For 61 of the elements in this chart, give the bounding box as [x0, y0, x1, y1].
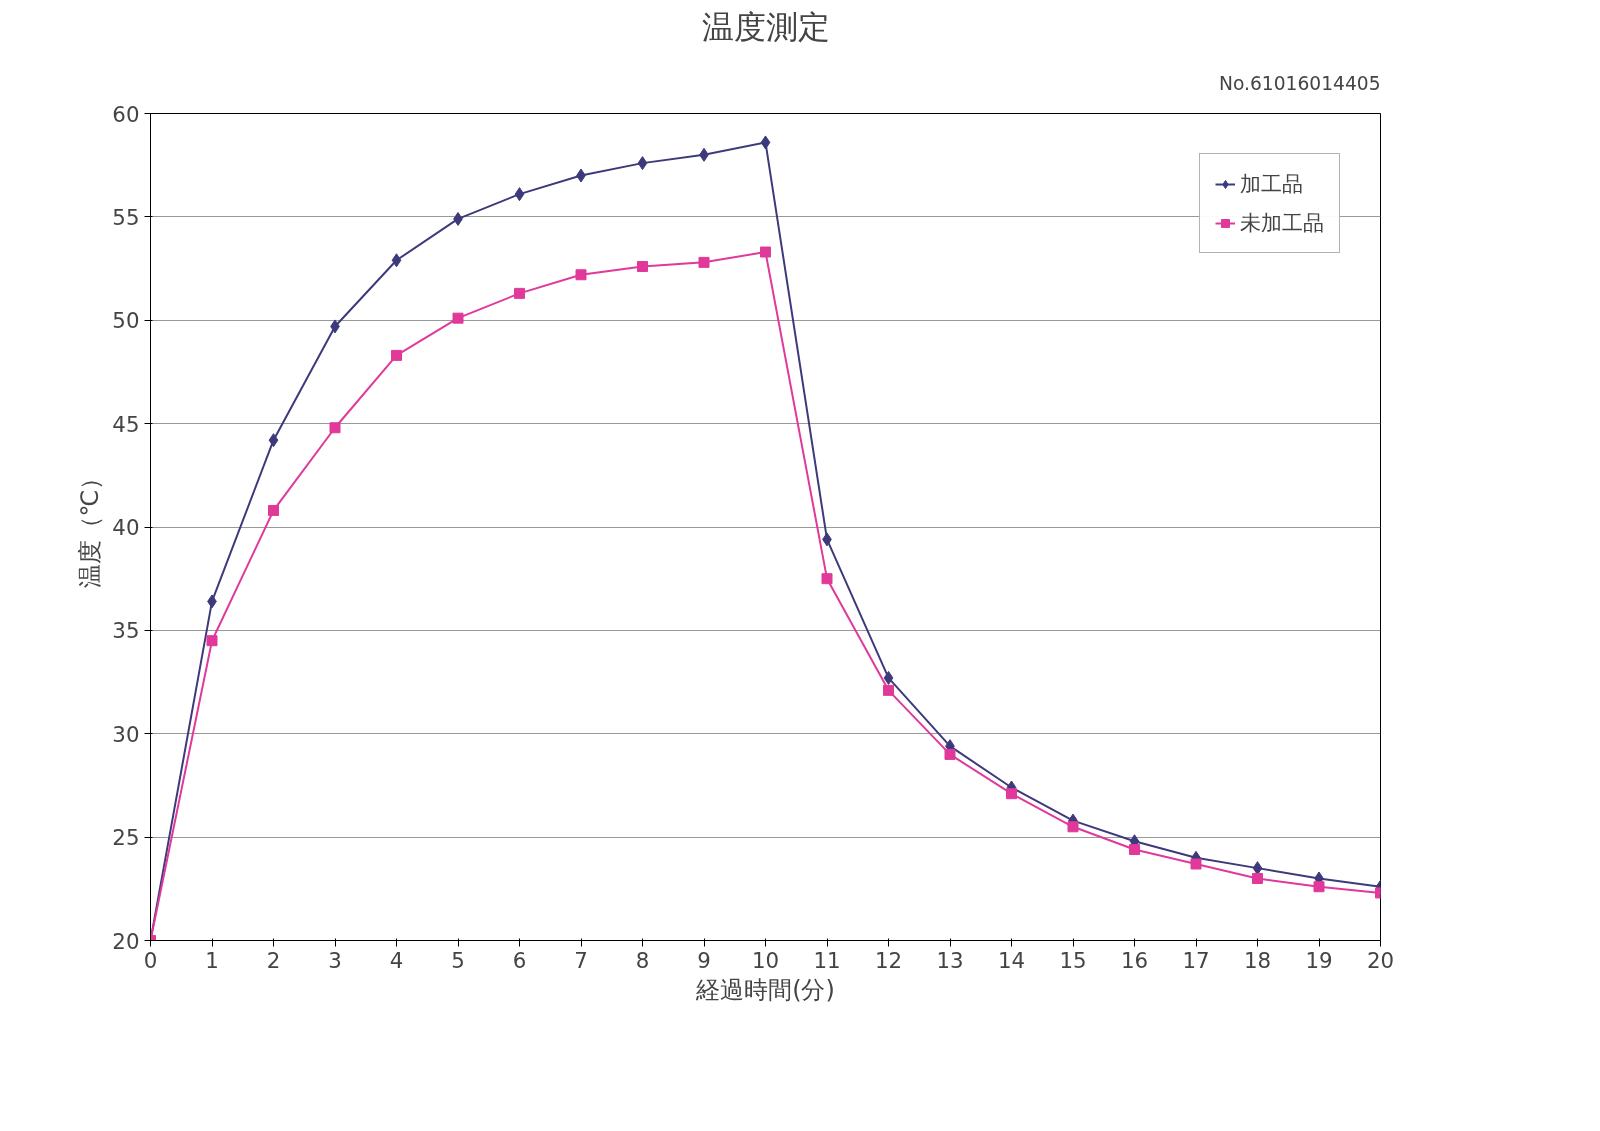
y-tick-label: 25: [112, 825, 140, 851]
point: [760, 135, 771, 150]
point: [698, 256, 710, 268]
point: [268, 433, 279, 448]
x-tick-label: 16: [1120, 947, 1149, 973]
x-tick-label: 9: [697, 947, 711, 973]
point: [1129, 844, 1140, 856]
point: [452, 312, 464, 324]
legend-label: 加工品: [1240, 170, 1303, 198]
point: [329, 422, 341, 434]
x-tick-label: 10: [751, 947, 780, 973]
x-tick-label: 18: [1243, 947, 1272, 973]
x-tick-label: 20: [1366, 947, 1395, 973]
point: [514, 187, 525, 202]
point: [883, 684, 894, 696]
text: No.61016014405: [1218, 72, 1381, 94]
y-tick-label: 35: [112, 618, 140, 644]
point: [760, 246, 771, 258]
point: [514, 287, 525, 299]
x-tick-label: 5: [451, 947, 465, 973]
y-tick-label: 45: [112, 411, 140, 437]
point: [637, 156, 648, 171]
x-tick-label: 13: [936, 947, 964, 973]
x-tick-label: 7: [574, 947, 588, 973]
x-tick-label: 4: [389, 947, 404, 973]
point: [1067, 821, 1079, 833]
x-tick-label: 14: [997, 947, 1026, 973]
y-axis-title: 温度（℃）: [76, 465, 105, 589]
x-tick-label: 12: [874, 947, 903, 973]
y-tick-label: 30: [112, 721, 140, 747]
x-tick-label: 17: [1182, 947, 1210, 973]
x-tick-label: 8: [635, 947, 650, 973]
point: [1252, 872, 1263, 884]
y-tick-label: 55: [112, 204, 140, 230]
point: [883, 670, 894, 685]
point: [391, 349, 402, 361]
x-tick-label: 11: [813, 947, 841, 973]
x-tick-label: 2: [266, 947, 281, 973]
x-axis-title: 経過時間(分): [695, 975, 835, 1004]
y-tick-label: 20: [112, 928, 140, 954]
point: [268, 504, 279, 516]
point: [637, 260, 648, 272]
point: [1190, 858, 1202, 870]
point: [391, 253, 402, 268]
point: [1006, 788, 1017, 800]
y-tick-label: 40: [112, 515, 140, 540]
y-tick-label: 50: [112, 308, 140, 334]
point: [821, 573, 833, 585]
chart-title: 温度測定: [701, 7, 830, 46]
x-tick-label: 15: [1059, 947, 1087, 973]
point: [206, 635, 218, 647]
x-tick-label: 6: [512, 947, 527, 973]
point: [944, 748, 956, 760]
x-tick-label: 3: [328, 947, 342, 973]
y-tick-label: 60: [112, 101, 140, 127]
point: [1313, 881, 1325, 893]
point: [575, 269, 587, 281]
x-tick-label: 1: [205, 947, 219, 973]
x-tick-label: 19: [1305, 947, 1333, 973]
legend-label: 未加工品: [1240, 209, 1324, 237]
x-tick-label: 0: [143, 947, 158, 973]
